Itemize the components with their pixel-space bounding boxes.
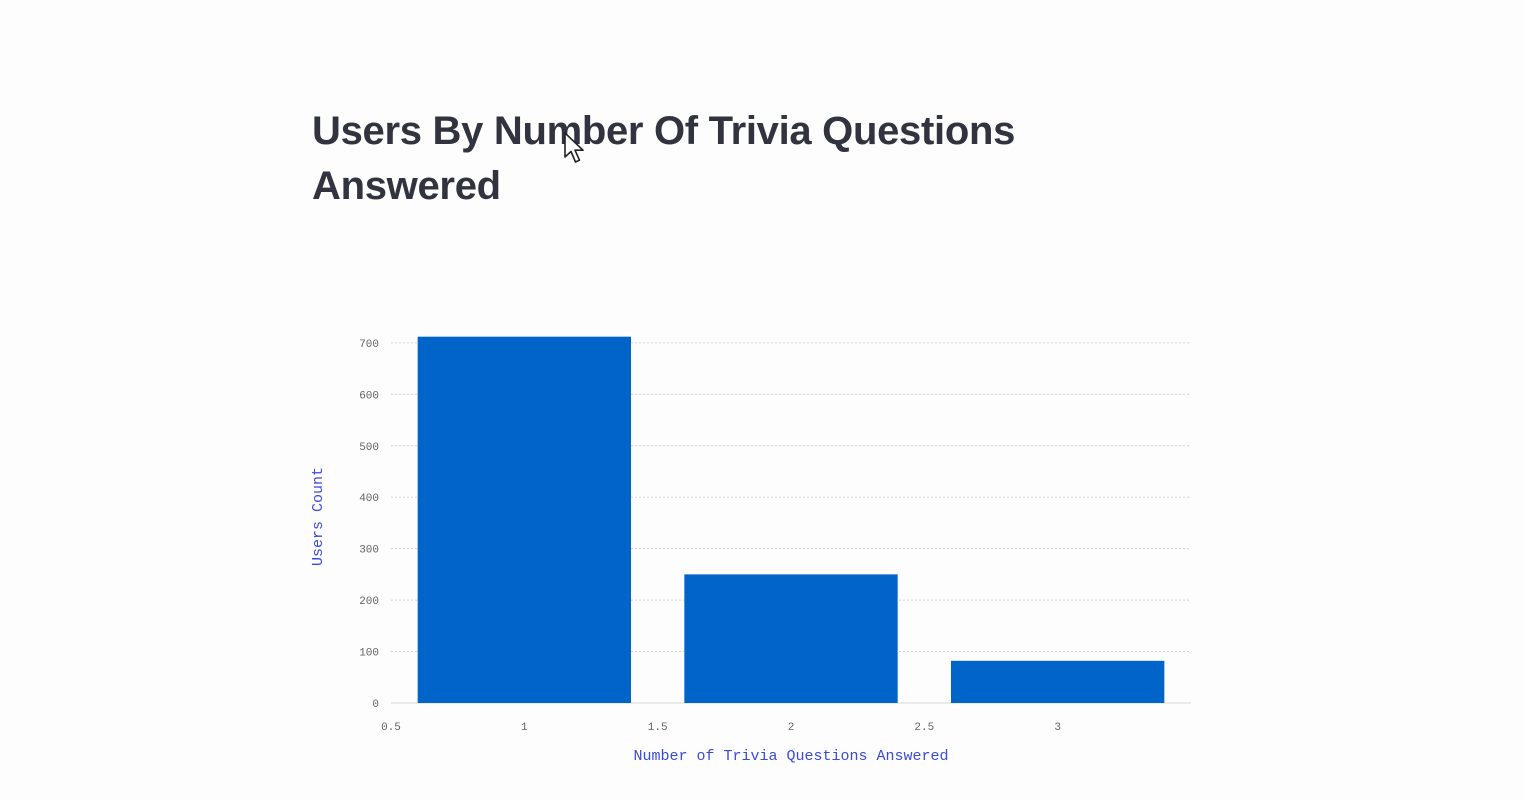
y-tick-label: 500 <box>359 442 379 454</box>
x-tick-label: 1.5 <box>648 722 668 734</box>
bar-1[interactable] <box>417 336 631 703</box>
x-tick-label: 3 <box>1054 722 1061 734</box>
x-tick-label: 2 <box>788 722 795 734</box>
x-tick-label: 0.5 <box>381 722 401 734</box>
y-tick-label: 700 <box>359 339 379 351</box>
y-axis-title: Users Count <box>310 467 327 566</box>
x-axis-title: Number of Trivia Questions Answered <box>633 748 948 765</box>
y-tick-label: 300 <box>359 545 379 557</box>
page-title: Users By Number Of Trivia Questions Answ… <box>312 109 1016 208</box>
bar-2[interactable] <box>684 574 898 703</box>
bar-chart: 0.5 1 1.5 2 2.5 3 0 100 200 300 400 500 600 700 Numb… <box>300 300 1220 780</box>
y-tick-label: 0 <box>372 699 379 711</box>
x-tick-label: 1 <box>521 722 528 734</box>
x-tick-label: 2.5 <box>914 722 934 734</box>
bars <box>417 336 1165 703</box>
x-axis-ticks: 0.5 1 1.5 2 2.5 3 <box>381 722 1061 734</box>
y-tick-label: 600 <box>359 390 379 402</box>
bar-3[interactable] <box>951 660 1165 703</box>
y-tick-label: 100 <box>359 648 379 660</box>
chart-svg: 0.5 1 1.5 2 2.5 3 0 100 200 300 400 500 600 700 Numb… <box>310 336 1191 765</box>
y-tick-label: 400 <box>359 493 379 505</box>
y-axis-ticks: 0 100 200 300 400 500 600 700 <box>359 339 379 711</box>
y-tick-label: 200 <box>359 596 379 608</box>
